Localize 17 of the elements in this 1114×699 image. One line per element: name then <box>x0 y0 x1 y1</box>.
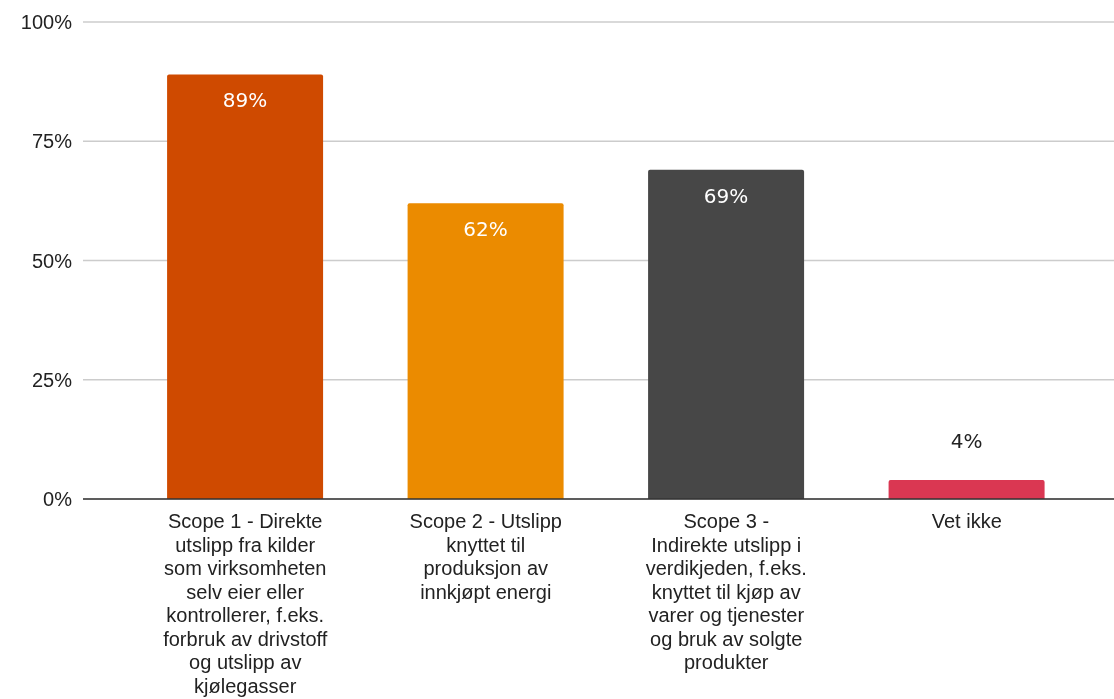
x-tick-label: Vet ikke <box>931 510 1002 532</box>
y-tick-label: 75% <box>31 130 73 153</box>
y-tick-label: 100% <box>20 11 73 34</box>
bar <box>407 203 564 499</box>
bar <box>888 479 1045 499</box>
data-label: 69% <box>703 183 749 208</box>
data-label: 4% <box>950 428 983 453</box>
data-label: 62% <box>463 217 508 242</box>
y-tick-label: 50% <box>31 249 73 272</box>
data-label: 89% <box>222 88 268 113</box>
y-tick-label: 0% <box>43 488 73 511</box>
bar <box>648 169 805 499</box>
y-tick-label: 25% <box>31 368 73 391</box>
x-tick-label: Scope 3 - Indirekte utslipp i verdikjeden, f.eks. knyttet til kjøp av varer og tjenester og bruk av solgte produkter <box>645 510 807 673</box>
x-tick-label: Scope 2 - Utslipp knyttet til produksjon av innkjøpt energi <box>409 510 562 603</box>
x-tick-label: Scope 1 - Direkte utslipp fra kilder som virksomheten selv eier eller kontrollerer, f.eks. forbruk av drivstoff og utslipp av kjølegasser <box>163 510 328 697</box>
bar <box>167 74 324 499</box>
